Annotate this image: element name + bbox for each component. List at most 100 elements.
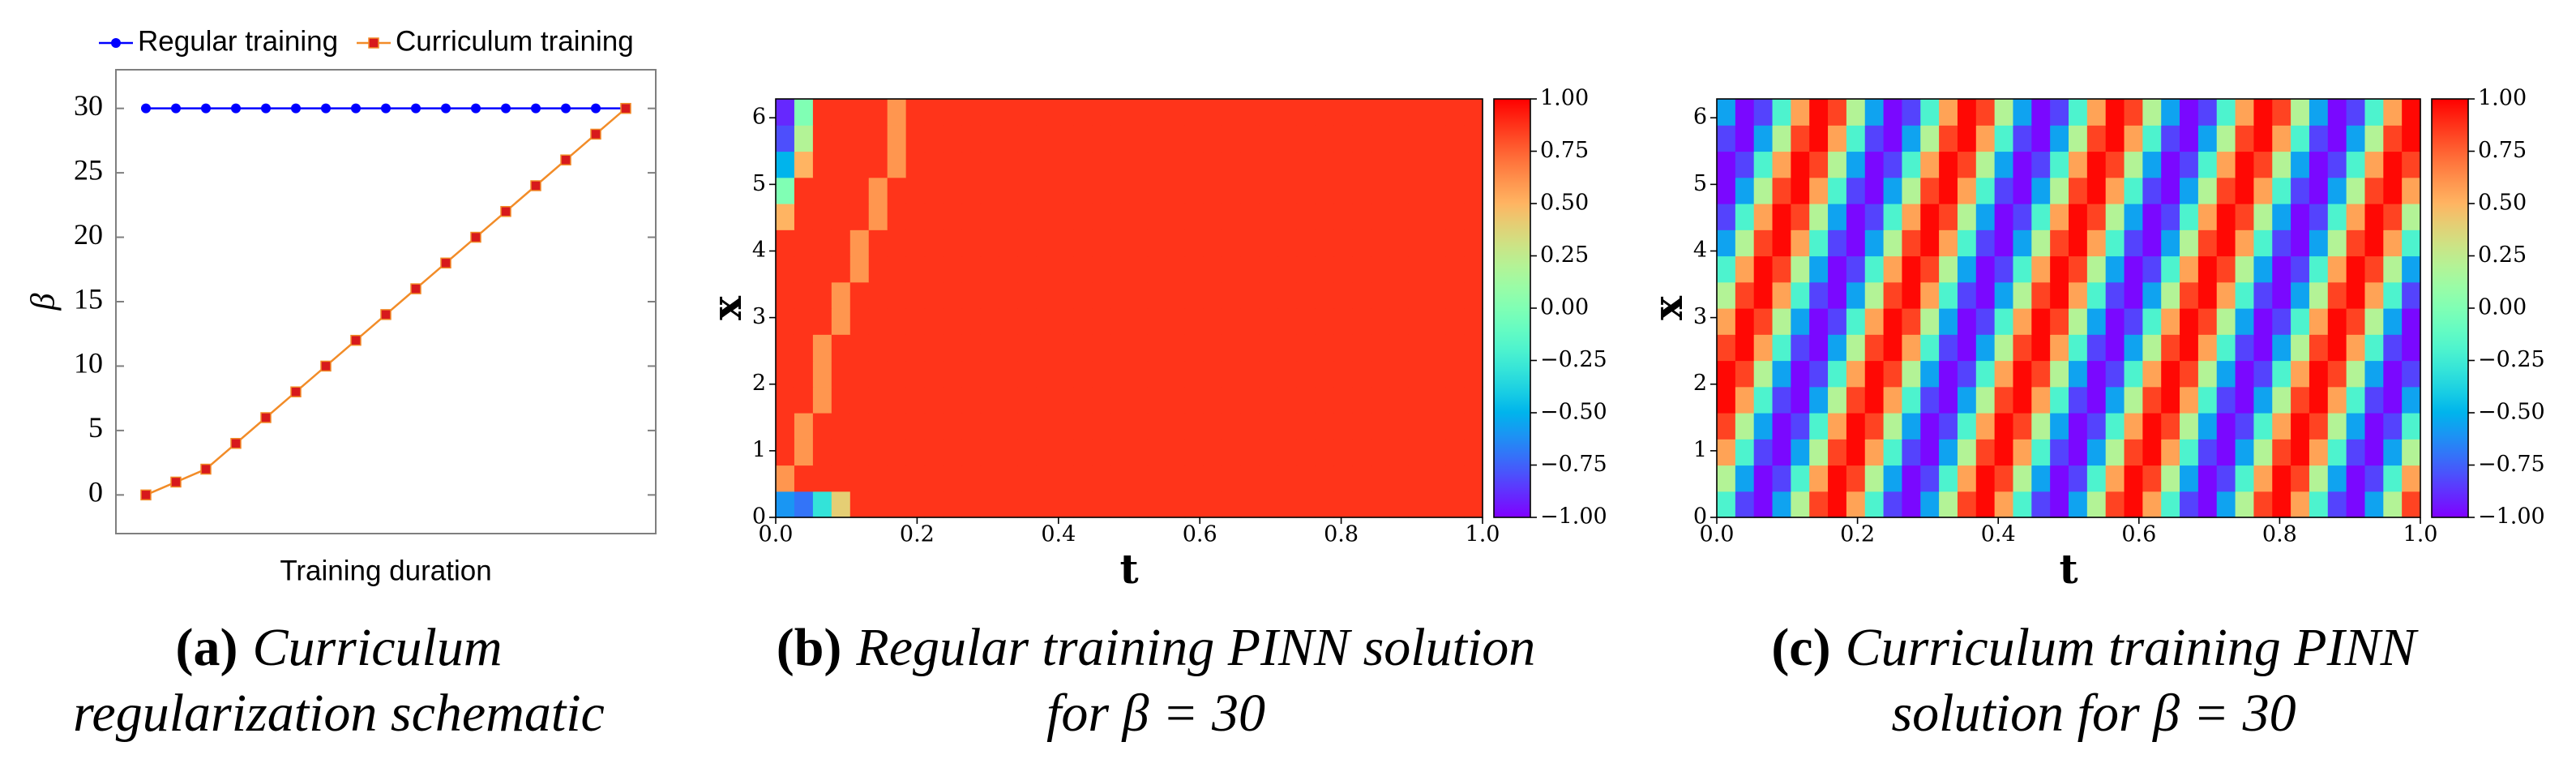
heatmap-cell — [1333, 465, 1353, 492]
heatmap-cell — [1994, 255, 2014, 283]
heatmap-cell — [1222, 229, 1242, 257]
heatmap-cell — [2069, 151, 2088, 178]
heatmap-cell — [1464, 255, 1483, 283]
heatmap-cell — [1735, 334, 1755, 362]
heatmap-cell — [2272, 255, 2291, 283]
heatmap-cell — [1203, 255, 1223, 283]
y-tick-label: 3 — [1693, 304, 1707, 329]
heatmap-cell — [1994, 229, 2014, 257]
heatmap-cell — [2013, 177, 2032, 204]
y-axis-label: x — [1644, 295, 1692, 320]
heatmap-cell — [1073, 229, 1093, 257]
heatmap-cell — [1902, 229, 1921, 257]
heatmap-cell — [2197, 125, 2218, 152]
heatmap-cell — [2031, 255, 2051, 283]
heatmap-cell — [794, 386, 814, 414]
heatmap-cell — [1110, 439, 1130, 466]
heatmap-cell — [1147, 386, 1167, 414]
heatmap-cell — [2013, 360, 2032, 388]
heatmap-cell — [2253, 334, 2273, 362]
heatmap-cell — [1259, 177, 1279, 204]
heatmap-cell — [2180, 125, 2199, 152]
heatmap-cell — [905, 465, 926, 492]
heatmap-cell — [2180, 439, 2199, 466]
marker — [231, 103, 241, 114]
heatmap-cell — [1939, 99, 1958, 126]
marker — [141, 103, 151, 114]
heatmap-cell — [2402, 281, 2421, 309]
heatmap-cell — [943, 386, 963, 414]
heatmap-cell — [2124, 386, 2143, 414]
heatmap-cell — [1957, 386, 1977, 414]
heatmap-cell — [1166, 334, 1186, 362]
heatmap-cell — [2272, 177, 2291, 204]
heatmap-cell — [1828, 386, 1847, 414]
heatmap-cell — [1809, 334, 1829, 362]
heatmap-cell — [1717, 360, 1736, 388]
heatmap-cell — [1717, 334, 1736, 362]
heatmap-cell — [1389, 308, 1409, 335]
heatmap-cell — [831, 413, 851, 440]
heatmap-cell — [2050, 204, 2069, 230]
heatmap-cell — [1445, 308, 1465, 335]
heatmap-cell — [868, 360, 888, 388]
colorbar-tick-label: 0.00 — [1540, 295, 1589, 320]
heatmap-cell — [1408, 204, 1427, 230]
heatmap-cell — [1975, 151, 1996, 178]
heatmap-cell — [905, 360, 926, 388]
heatmap-cell — [924, 308, 944, 335]
heatmap-cell — [2069, 255, 2088, 283]
heatmap-cell — [1939, 491, 1958, 518]
heatmap-cell — [794, 255, 814, 283]
heatmap-cell — [1240, 386, 1260, 414]
heatmap-cell — [1222, 386, 1242, 414]
heatmap-cell — [1073, 360, 1093, 388]
marker — [291, 103, 301, 114]
heatmap-cell — [1939, 177, 1958, 204]
heatmap-cell — [1110, 386, 1130, 414]
heatmap-cell — [1333, 491, 1353, 518]
heatmap-cell — [2142, 125, 2162, 152]
heatmap-cell — [1203, 386, 1223, 414]
heatmap-cell — [2253, 491, 2273, 518]
heatmap-cell — [1333, 386, 1353, 414]
heatmap-cell — [943, 281, 963, 309]
heatmap-cell — [1939, 386, 1958, 414]
heatmap-cell — [1717, 465, 1736, 492]
heatmap-cell — [1864, 413, 1885, 440]
heatmap-cell — [2124, 177, 2143, 204]
marker — [320, 360, 332, 372]
heatmap-cell — [1017, 360, 1037, 388]
heatmap-cell — [1717, 439, 1736, 466]
heatmap-cell — [2142, 334, 2162, 362]
heatmap-cell — [1939, 204, 1958, 230]
heatmap-cell — [868, 386, 888, 414]
heatmap-cell — [794, 177, 814, 204]
y-tick-label: 6 — [752, 105, 766, 130]
heatmap-cell — [776, 334, 795, 362]
heatmap-cell — [2050, 125, 2069, 152]
heatmap-cell — [2253, 151, 2273, 178]
heatmap-cell — [1975, 334, 1996, 362]
heatmap-cell — [1464, 151, 1483, 178]
heatmap-cell — [812, 177, 832, 204]
heatmap-cell — [868, 99, 888, 126]
heatmap-cell — [1184, 151, 1205, 178]
heatmap-cell — [1791, 229, 1810, 257]
heatmap-cell — [999, 360, 1018, 388]
heatmap-cell — [1920, 229, 1940, 257]
heatmap-cell — [1259, 465, 1279, 492]
heatmap-cell — [2383, 439, 2403, 466]
heatmap-cell — [1055, 465, 1074, 492]
heatmap-cell — [1389, 229, 1409, 257]
colorbar-tick-label: 0.75 — [1540, 138, 1589, 163]
heatmap-cell — [1147, 360, 1167, 388]
heatmap-cell — [1464, 125, 1483, 152]
heatmap-cell — [999, 465, 1018, 492]
heatmap-cell — [2105, 151, 2125, 178]
heatmap-cell — [812, 465, 832, 492]
heatmap-cell — [1129, 308, 1149, 335]
heatmap-cell — [1315, 281, 1335, 309]
heatmap-cell — [2105, 99, 2125, 126]
heatmap-cell — [1036, 229, 1055, 257]
